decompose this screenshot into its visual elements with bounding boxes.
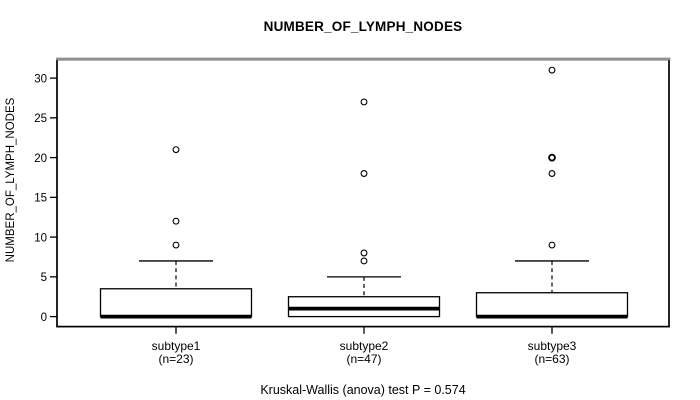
x-group-label-subtype2: subtype2 (n=47) [289, 340, 439, 366]
iqr-box-subtype3 [475, 292, 629, 318]
outlier-point-subtype2 [360, 98, 368, 106]
statistical-test-caption: Kruskal-Wallis (anova) test P = 0.574 [260, 383, 466, 397]
outlier-point-subtype3 [548, 66, 556, 74]
outlier-point-subtype2 [360, 257, 368, 265]
y-tick-label: 25 [34, 113, 47, 125]
y-tick-label: 0 [41, 312, 47, 324]
y-tick-label: 15 [34, 193, 47, 205]
outlier-point-subtype3 [548, 153, 556, 162]
chart-title: NUMBER_OF_LYMPH_NODES [263, 19, 463, 34]
outlier-point-subtype1 [172, 217, 180, 225]
outlier-point-subtype2 [360, 170, 368, 177]
outlier-point-subtype3 [548, 241, 556, 249]
x-group-label-subtype3: subtype3 (n=63) [477, 340, 627, 366]
outlier-point-subtype3 [548, 170, 556, 177]
y-tick-label: 30 [34, 73, 47, 85]
y-tick-label: 10 [34, 232, 47, 244]
outlier-point-subtype1 [172, 146, 180, 154]
outlier-point-subtype2 [360, 249, 368, 257]
y-tick-label: 20 [34, 153, 47, 165]
group-label: subtype3 [527, 339, 577, 353]
y-tick-label: 5 [41, 272, 47, 284]
x-group-label-subtype1: subtype1 (n=23) [101, 340, 251, 366]
iqr-box-subtype1 [99, 288, 253, 318]
iqr-box-subtype2 [287, 296, 441, 318]
group-sublabel: (n=47) [346, 352, 382, 366]
outlier-point-subtype1 [172, 241, 180, 249]
group-label: subtype2 [339, 339, 389, 353]
group-sublabel: (n=63) [534, 352, 570, 366]
group-sublabel: (n=23) [158, 352, 194, 366]
group-label: subtype1 [151, 339, 201, 353]
